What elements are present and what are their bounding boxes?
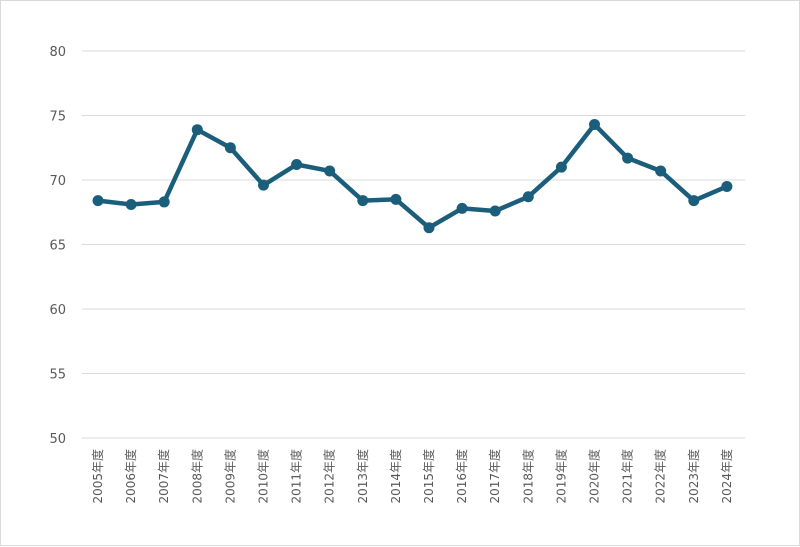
data-point — [423, 222, 435, 234]
x-axis-ticks: 2005年度 2006年度 2007年度 2008年度 2009年度 2010年度 2011… — [90, 449, 734, 504]
series-layer — [92, 119, 733, 234]
x-tick-label: 2023年度 — [686, 449, 701, 504]
data-point — [224, 142, 236, 154]
data-point — [489, 205, 501, 217]
data-point — [92, 195, 104, 207]
x-tick-label: 2024年度 — [719, 449, 734, 504]
data-point — [688, 195, 700, 207]
x-tick-label: 2019年度 — [553, 449, 568, 504]
data-point — [258, 179, 269, 191]
data-point — [158, 196, 170, 208]
data-point — [522, 191, 534, 203]
data-point — [324, 165, 336, 177]
data-point — [721, 180, 733, 192]
y-tick-label: 65 — [49, 239, 66, 254]
y-tick-label: 60 — [49, 303, 66, 318]
gridlines — [82, 50, 745, 439]
x-tick-label: 2018年度 — [520, 449, 535, 504]
x-tick-label: 2022年度 — [653, 449, 668, 504]
x-tick-label: 2014年度 — [388, 449, 403, 504]
data-point — [125, 199, 137, 211]
x-tick-label: 2005年度 — [90, 449, 105, 504]
data-point — [655, 165, 667, 177]
x-tick-label: 2009年度 — [222, 449, 237, 504]
data-point — [390, 193, 402, 205]
y-tick-label: 80 — [49, 45, 66, 60]
data-point — [555, 161, 567, 173]
data-point — [291, 159, 303, 171]
y-tick-label: 55 — [49, 368, 66, 383]
series-line — [95, 122, 730, 230]
data-point — [357, 195, 369, 207]
y-tick-label: 50 — [49, 432, 66, 447]
x-tick-label: 2006年度 — [123, 449, 138, 504]
x-tick-label: 2008年度 — [189, 449, 204, 504]
x-tick-label: 2010年度 — [256, 449, 271, 504]
x-tick-label: 2007年度 — [156, 449, 171, 504]
y-axis-ticks: 50 55 60 65 70 75 80 — [49, 45, 66, 447]
x-tick-label: 2015年度 — [421, 449, 436, 504]
data-point — [622, 152, 634, 164]
y-tick-label: 75 — [49, 110, 66, 125]
y-tick-label: 70 — [49, 174, 66, 189]
x-tick-label: 2020年度 — [587, 449, 602, 504]
x-tick-label: 2017年度 — [487, 449, 502, 504]
data-point — [589, 119, 600, 131]
x-tick-label: 2013年度 — [355, 449, 370, 504]
x-tick-label: 2011年度 — [289, 449, 304, 504]
data-point — [456, 202, 468, 214]
data-point — [191, 124, 203, 136]
x-tick-label: 2021年度 — [620, 449, 635, 504]
x-tick-label: 2012年度 — [322, 449, 337, 504]
x-tick-label: 2016年度 — [454, 449, 469, 504]
